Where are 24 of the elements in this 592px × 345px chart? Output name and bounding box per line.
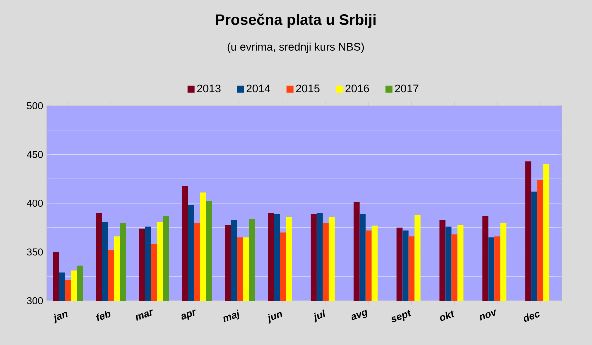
legend-label: 2017: [395, 84, 419, 93]
x-tick-label: avg: [352, 310, 368, 320]
x-tick-label: sept: [392, 310, 412, 322]
x-tick-label: mar: [136, 310, 153, 322]
x-tick-label: jan: [54, 312, 68, 324]
x-tick-label: dec: [524, 312, 540, 322]
x-tick-label: nov: [480, 310, 496, 321]
x-tick-label: maj: [224, 310, 240, 322]
legend-label: 2013: [197, 84, 221, 93]
y-tick-label: 450: [27, 151, 44, 158]
x-tick-label: jun: [268, 312, 282, 324]
chart-title: Prosečna plata u Srbiji: [216, 14, 376, 28]
y-tick-label: 400: [27, 200, 44, 208]
x-tick-label: feb: [96, 310, 111, 322]
y-tick-label: 300: [27, 297, 44, 305]
y-tick-label: 500: [27, 102, 44, 110]
legend-label: 2015: [296, 84, 320, 93]
x-tick-label: apr: [182, 310, 196, 320]
x-tick-label: jul: [314, 310, 326, 323]
legend-label: 2016: [346, 84, 370, 93]
legend-label: 2014: [246, 84, 270, 93]
chart-subtitle: (u evrima, srednji kurs NBS): [228, 42, 364, 54]
y-tick-label: 350: [27, 248, 44, 256]
x-tick-label: okt: [440, 310, 454, 322]
